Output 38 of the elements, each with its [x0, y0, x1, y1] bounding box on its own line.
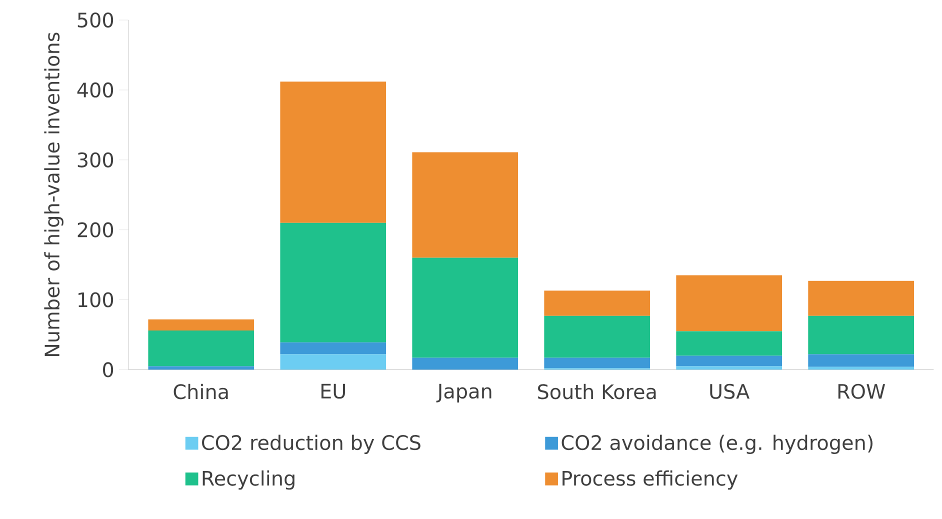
bar	[676, 331, 782, 356]
bar	[676, 356, 782, 366]
bar	[676, 366, 782, 370]
y-tick-label: 300	[78, 152, 114, 168]
y-tick-label: 400	[77, 82, 114, 98]
x-tick-label: ROW	[838, 384, 886, 399]
y-tick-label: 0	[103, 362, 114, 378]
x-tick-label: Japan	[436, 384, 492, 403]
bar	[808, 354, 914, 367]
bar	[412, 152, 518, 258]
bar	[808, 366, 914, 370]
bar	[280, 354, 386, 370]
legend-label: CO2 reduction by CCS	[202, 434, 420, 454]
legend-label: Recycling	[202, 470, 294, 490]
bar	[544, 316, 650, 358]
x-tick-label: China	[174, 384, 228, 400]
y-tick-label: 100	[78, 292, 114, 308]
bar	[148, 319, 254, 331]
bar	[280, 342, 386, 354]
legend-label: CO2 avoidance (e.g. hydrogen)	[562, 434, 872, 454]
bar	[148, 366, 254, 370]
bar	[676, 275, 782, 332]
y-tick-label: 500	[78, 12, 114, 28]
bar	[412, 258, 518, 358]
x-tick-label: South Korea	[538, 384, 656, 400]
bar	[280, 82, 386, 223]
y-axis-title: Number of high-value inventions	[44, 32, 64, 356]
bar	[544, 290, 650, 316]
bar	[148, 330, 254, 366]
y-tick-label: 200	[78, 222, 114, 238]
bar	[544, 358, 650, 368]
bar	[808, 316, 914, 354]
bar	[280, 222, 386, 342]
bar	[412, 358, 518, 370]
legend-label: Process efficiency	[562, 470, 738, 490]
x-tick-label: USA	[710, 384, 750, 399]
x-tick-label: EU	[321, 384, 345, 399]
bar	[808, 280, 914, 316]
